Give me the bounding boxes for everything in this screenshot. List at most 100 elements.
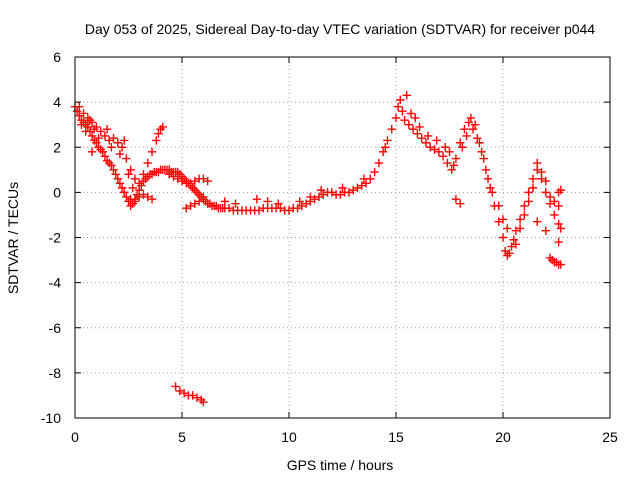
x-tick-label: 5 — [178, 429, 186, 445]
data-point — [75, 102, 84, 111]
data-point — [169, 172, 178, 181]
y-tick-label: 4 — [53, 94, 61, 110]
data-point — [466, 113, 476, 123]
data-point — [94, 134, 103, 143]
data-point — [83, 122, 93, 132]
data-point — [473, 134, 482, 143]
y-tick-label: -10 — [41, 410, 61, 426]
data-point — [432, 136, 441, 145]
data-point — [374, 158, 384, 168]
data-point — [92, 138, 101, 147]
data-point — [357, 181, 366, 190]
data-points — [70, 91, 565, 407]
data-point — [284, 206, 294, 215]
data-point — [498, 215, 508, 224]
data-point — [353, 183, 362, 193]
data-point — [124, 170, 133, 179]
data-point — [113, 174, 122, 184]
data-point — [509, 235, 518, 244]
data-point — [483, 174, 493, 184]
y-tick-label: 2 — [53, 139, 61, 155]
data-point — [381, 143, 390, 152]
data-point — [511, 226, 521, 235]
chart-title: Day 053 of 2025, Sidereal Day-to-day VTE… — [85, 21, 595, 37]
data-point — [361, 179, 371, 188]
data-point — [426, 143, 435, 152]
data-point — [393, 102, 403, 111]
data-point — [203, 176, 212, 186]
data-point — [456, 199, 465, 208]
x-tick-labels: 0 5 10 15 20 25 — [71, 429, 618, 445]
data-point — [402, 91, 411, 100]
data-point — [276, 203, 285, 213]
data-point — [126, 194, 135, 204]
data-point — [445, 147, 454, 156]
data-point — [404, 120, 414, 129]
data-point — [458, 143, 467, 152]
x-axis-label: GPS time / hours — [287, 457, 394, 473]
data-point — [139, 170, 148, 179]
x-tick-label: 15 — [388, 429, 404, 445]
data-point — [111, 170, 120, 179]
data-point — [126, 165, 135, 175]
data-point — [113, 138, 122, 147]
data-point — [396, 95, 405, 105]
data-point — [500, 246, 510, 256]
data-point — [135, 192, 144, 202]
data-point — [109, 165, 118, 175]
data-point — [554, 201, 563, 211]
data-point — [417, 134, 426, 143]
data-point — [109, 134, 118, 143]
data-point — [152, 136, 161, 145]
y-tick-label: -4 — [49, 275, 62, 291]
data-point — [96, 127, 105, 136]
data-point — [423, 131, 433, 141]
x-tick-label: 25 — [602, 429, 618, 445]
data-point — [475, 138, 484, 147]
data-point — [310, 194, 319, 204]
data-point — [135, 185, 144, 195]
data-point — [451, 154, 461, 163]
data-point — [306, 192, 315, 202]
data-point — [554, 237, 563, 247]
y-tick-label: -2 — [49, 230, 62, 246]
data-point — [503, 224, 512, 233]
data-point — [447, 165, 456, 175]
data-point — [541, 176, 550, 186]
data-point — [477, 147, 486, 156]
data-point — [186, 179, 195, 188]
data-point — [252, 194, 262, 204]
data-point — [460, 125, 469, 134]
data-point — [122, 154, 131, 163]
data-point — [434, 147, 443, 156]
data-point — [231, 199, 240, 208]
data-point — [443, 158, 452, 168]
data-point — [449, 161, 458, 170]
data-point — [179, 388, 189, 398]
data-point — [90, 125, 99, 134]
data-point — [147, 147, 157, 156]
data-point — [293, 203, 302, 213]
data-point — [541, 188, 550, 197]
data-point — [556, 260, 565, 269]
data-point — [515, 224, 525, 233]
data-point — [85, 115, 95, 125]
data-point — [117, 183, 127, 193]
data-point — [336, 190, 345, 199]
x-tick-label: 20 — [495, 429, 511, 445]
data-point — [143, 158, 152, 168]
data-point — [314, 192, 324, 202]
data-point — [468, 125, 478, 134]
data-point — [520, 201, 529, 211]
data-point — [139, 190, 148, 199]
data-point — [387, 125, 396, 134]
data-point — [220, 197, 229, 206]
data-point — [254, 206, 264, 215]
y-axis-label: SDTVAR / TECUs — [5, 182, 21, 294]
data-point — [344, 188, 354, 197]
data-point — [115, 179, 125, 188]
data-point — [421, 138, 431, 147]
y-tick-label: 0 — [53, 184, 61, 200]
